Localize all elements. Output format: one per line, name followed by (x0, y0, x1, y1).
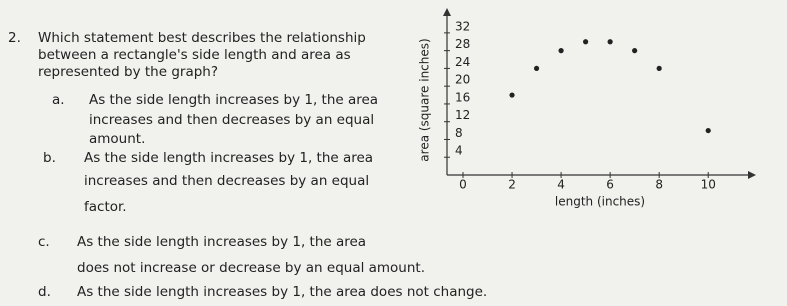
option-text[interactable]: As the side length increases by 1, the a… (77, 234, 366, 250)
x-tick-label: 6 (606, 178, 614, 192)
x-axis-title: length (inches) (555, 195, 645, 209)
option-letter[interactable]: c. (38, 234, 50, 250)
y-tick-label: 28 (455, 37, 470, 51)
option-text[interactable]: does not increase or decrease by an equa… (77, 260, 425, 276)
y-tick-label: 8 (455, 126, 463, 140)
y-arrow (443, 8, 451, 16)
y-tick-label: 12 (455, 108, 470, 122)
option-letter[interactable]: b. (43, 150, 56, 166)
point (705, 127, 711, 134)
y-tick-label: 24 (455, 55, 470, 69)
point (656, 65, 662, 72)
y-tick-label: 16 (455, 90, 470, 104)
option-letter[interactable]: d. (38, 284, 51, 300)
option-text[interactable]: As the side length increases by 1, the a… (84, 150, 373, 166)
question-stem: represented by the graph? (38, 64, 218, 80)
point (632, 48, 638, 54)
y-tick-label: 32 (455, 19, 470, 33)
point (558, 48, 564, 54)
x-tick-label: 4 (557, 178, 565, 192)
option-text[interactable]: factor. (84, 199, 127, 215)
point (533, 65, 540, 72)
y-axis-title: area (square inches) (418, 38, 432, 161)
point (583, 39, 589, 45)
option-letter[interactable]: a. (52, 92, 65, 108)
x-tick-label: 10 (701, 178, 716, 192)
y-tick-label: 20 (455, 73, 470, 87)
x-arrow (748, 171, 756, 179)
option-text[interactable]: As the side length increases by 1, the a… (89, 92, 378, 108)
option-text[interactable]: increases and then decreases by an equal (89, 112, 374, 128)
option-text[interactable]: increases and then decreases by an equal (84, 173, 369, 189)
point (607, 39, 613, 45)
x-tick-label: 2 (508, 178, 516, 192)
question-stem: Which statement best describes the relat… (38, 30, 366, 46)
option-text[interactable]: As the side length increases by 1, the a… (77, 284, 487, 300)
x-tick-label: 0 (459, 178, 467, 192)
option-text[interactable]: amount. (89, 131, 145, 147)
x-tick-label: 8 (655, 178, 663, 192)
question-stem: between a rectangle's side length and ar… (38, 47, 351, 63)
point (509, 92, 515, 98)
y-tick-label: 4 (455, 144, 463, 158)
question-number: 2. (8, 30, 21, 46)
